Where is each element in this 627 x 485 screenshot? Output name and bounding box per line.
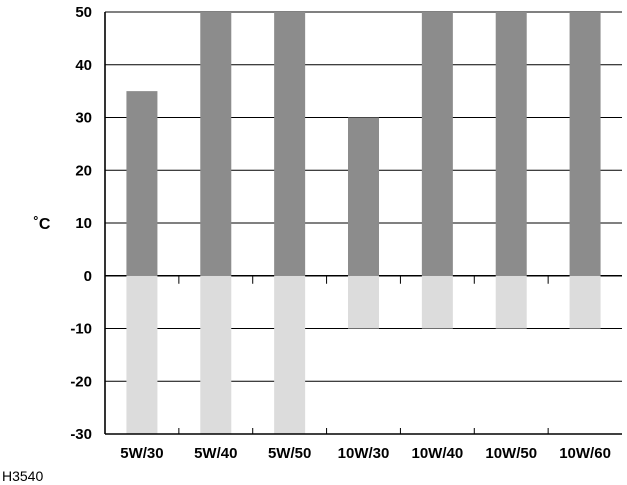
y-tick-labels: 50 40 30 20 10 0 -10 -20 -30 xyxy=(70,4,92,443)
y-tick-label: -20 xyxy=(70,373,92,390)
x-category-label: 10W/30 xyxy=(338,445,390,462)
y-tick-label: -30 xyxy=(70,426,92,443)
lower-limit-bar xyxy=(421,275,453,329)
upper-limit-bar xyxy=(348,117,379,276)
y-tick-label: 20 xyxy=(75,162,92,179)
upper-limit-bar xyxy=(126,91,158,276)
x-category-label: 5W/40 xyxy=(194,445,237,462)
upper-limit-bar xyxy=(200,12,232,276)
upper-limit-bar xyxy=(274,12,306,276)
upper-limit-bar xyxy=(421,12,453,276)
y-tick-label: 0 xyxy=(84,268,92,285)
y-tick-label: 40 xyxy=(75,57,92,74)
y-tick-label: 30 xyxy=(75,110,92,127)
y-tick-label: 50 xyxy=(75,4,92,21)
x-category-label: 5W/30 xyxy=(120,445,163,462)
x-category-label: 10W/40 xyxy=(412,445,464,462)
lower-limit-bar xyxy=(495,275,527,329)
lower-limit-bar xyxy=(200,275,232,434)
x-category-labels: 5W/30 5W/40 5W/50 10W/30 10W/40 10W/50 10W/60 xyxy=(120,445,611,462)
bars xyxy=(126,12,601,434)
x-category-label: 10W/50 xyxy=(485,445,537,462)
upper-limit-bar xyxy=(495,12,527,276)
lower-limit-bar xyxy=(348,275,379,329)
x-category-label: 5W/50 xyxy=(268,445,311,462)
upper-limit-bar xyxy=(569,12,601,276)
y-tick-label: -10 xyxy=(70,321,92,338)
x-category-label: 10W/60 xyxy=(559,445,611,462)
axes xyxy=(104,12,622,435)
y-axis-label: ˚C xyxy=(34,216,51,233)
lower-limit-bar xyxy=(126,275,158,434)
lower-limit-bar xyxy=(569,275,601,329)
y-tick-label: 10 xyxy=(75,215,92,232)
lower-limit-bar xyxy=(274,275,306,434)
figure-code: H3540 xyxy=(2,468,43,484)
